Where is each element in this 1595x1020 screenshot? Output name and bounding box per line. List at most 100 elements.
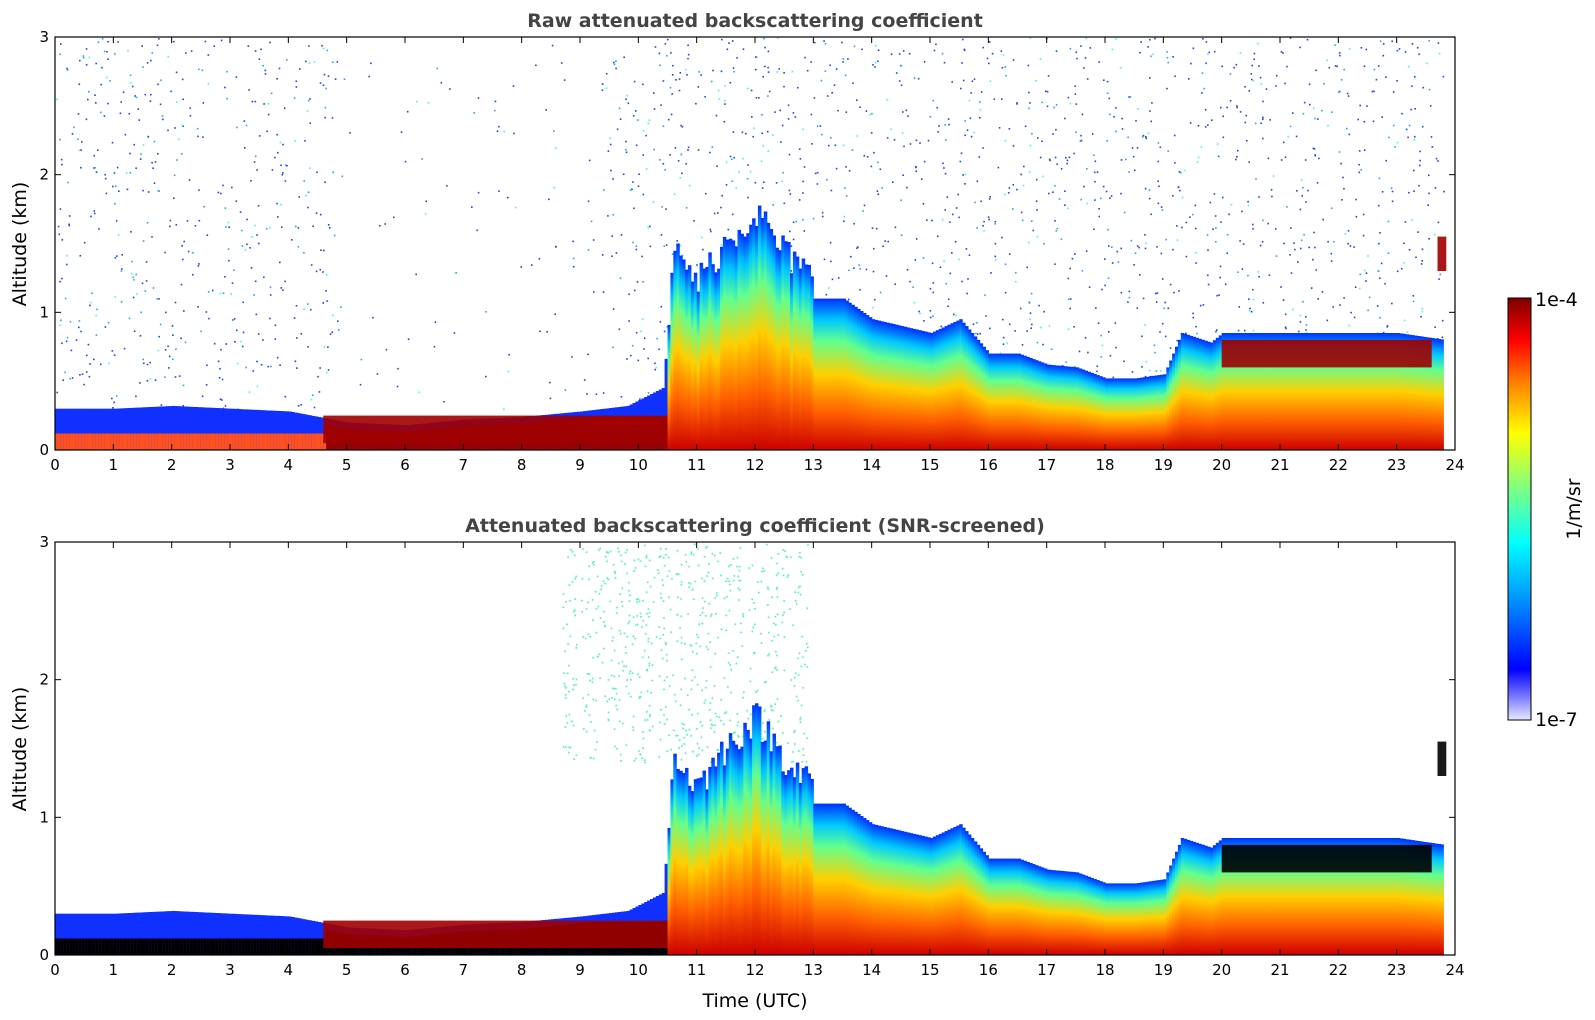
noise-pixel	[615, 67, 617, 70]
noise-pixel	[1104, 258, 1106, 260]
backscatter-column	[107, 433, 111, 450]
noise-pixel	[936, 106, 938, 109]
noise-pixel	[929, 316, 932, 319]
backscatter-column	[95, 913, 100, 955]
noise-pixel	[1262, 302, 1265, 304]
noise-pixel	[100, 83, 102, 86]
backscatter-column	[679, 770, 683, 955]
noise-pixel	[931, 262, 934, 265]
noise-pixel	[683, 743, 686, 745]
noise-pixel	[802, 656, 804, 659]
backscatter-column	[288, 433, 292, 450]
noise-pixel	[1206, 234, 1209, 236]
noise-pixel	[379, 225, 381, 227]
backscatter-column	[1312, 333, 1316, 450]
noise-pixel	[85, 371, 88, 373]
backscatter-column	[985, 855, 989, 955]
noise-pixel	[798, 555, 801, 558]
backscatter-column	[78, 408, 82, 450]
noise-pixel	[645, 624, 648, 626]
noise-pixel	[902, 50, 905, 52]
noise-pixel	[260, 48, 262, 51]
noise-pixel	[755, 97, 758, 99]
noise-pixel	[341, 175, 344, 178]
noise-pixel	[1222, 136, 1225, 139]
noise-pixel	[632, 181, 634, 183]
noise-pixel	[251, 100, 254, 103]
backscatter-column	[224, 408, 228, 450]
noise-pixel	[257, 333, 260, 335]
noise-pixel	[1346, 92, 1349, 95]
noise-pixel	[1108, 97, 1111, 100]
colorbar-max-label: 1e-4	[1535, 289, 1578, 311]
noise-pixel	[642, 193, 645, 196]
backscatter-column	[1393, 333, 1398, 450]
backscatter-column	[177, 911, 181, 955]
backscatter-column	[168, 406, 173, 450]
backscatter-column	[110, 938, 114, 955]
noise-pixel	[336, 61, 339, 63]
backscatter-columns	[55, 205, 1444, 450]
noise-pixel	[799, 551, 801, 554]
noise-pixel	[231, 186, 233, 189]
noise-pixel	[61, 277, 63, 280]
noise-pixel	[678, 747, 680, 749]
y-tick-label: 1	[39, 808, 49, 826]
noise-pixel	[993, 98, 996, 100]
noise-pixel	[587, 601, 589, 604]
noise-pixel	[1296, 190, 1298, 192]
backscatter-column	[180, 433, 184, 450]
backscatter-column	[209, 912, 214, 955]
noise-pixel	[1116, 250, 1119, 253]
noise-pixel	[963, 49, 966, 51]
noise-pixel	[1207, 124, 1209, 126]
noise-pixel	[665, 653, 668, 656]
backscatter-column	[1212, 340, 1217, 450]
backscatter-column	[300, 918, 304, 955]
noise-pixel	[291, 239, 293, 241]
noise-pixel	[1055, 128, 1057, 131]
noise-pixel	[1145, 242, 1147, 245]
noise-pixel	[1069, 102, 1072, 105]
noise-pixel	[1412, 295, 1415, 297]
noise-pixel	[825, 293, 828, 296]
noise-pixel	[1173, 291, 1175, 294]
backscatter-column	[1227, 838, 1231, 955]
noise-pixel	[877, 161, 879, 164]
backscatter-column	[267, 938, 272, 955]
backscatter-column	[816, 803, 820, 955]
noise-pixel	[761, 187, 764, 189]
noise-pixel	[120, 270, 123, 272]
noise-pixel	[792, 112, 795, 114]
noise-pixel	[720, 719, 722, 722]
noise-pixel	[751, 564, 754, 567]
noise-pixel	[653, 92, 655, 94]
backscatter-column	[238, 938, 243, 955]
noise-pixel	[966, 129, 969, 131]
noise-pixel	[1239, 240, 1241, 242]
backscatter-column	[276, 433, 281, 450]
backscatter-column	[1140, 377, 1144, 450]
backscatter-column	[127, 408, 132, 450]
noise-pixel	[797, 699, 799, 702]
noise-pixel	[222, 184, 224, 187]
noise-pixel	[801, 574, 804, 576]
noise-pixel	[642, 83, 644, 86]
noise-pixel	[884, 240, 886, 242]
noise-pixel	[1310, 287, 1313, 289]
noise-pixel	[531, 264, 533, 266]
noise-pixel	[980, 200, 982, 203]
backscatter-column	[127, 433, 132, 450]
noise-pixel	[735, 187, 738, 189]
noise-pixel	[1347, 242, 1349, 245]
noise-pixel	[645, 633, 647, 635]
backscatter-column	[862, 313, 867, 450]
noise-pixel	[991, 52, 994, 55]
backscatter-column	[60, 938, 65, 955]
x-tick-label: 13	[804, 456, 823, 474]
noise-pixel	[253, 161, 256, 163]
backscatter-column	[1282, 333, 1287, 450]
backscatter-column	[253, 409, 257, 450]
noise-pixel	[775, 741, 778, 744]
